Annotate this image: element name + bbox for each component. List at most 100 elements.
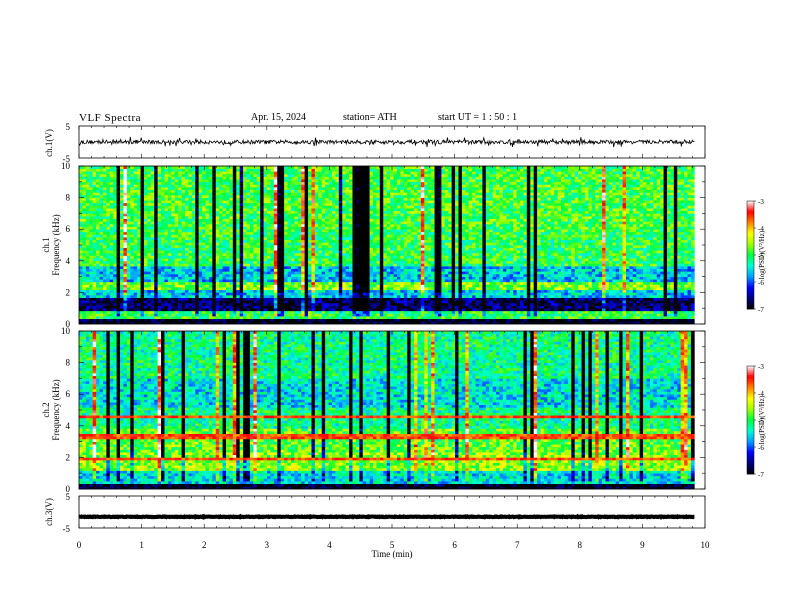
spectrogram-cell [557,263,562,267]
spectrogram-cell [564,302,569,306]
spectrogram-cell [547,258,552,262]
spectrogram-cell [602,287,606,291]
spectrogram-cell [256,266,261,269]
spectrogram-cell [499,260,504,264]
spectrogram-cell [338,300,343,304]
spectrogram-cell [116,260,121,264]
spectrogram-cell [690,289,695,293]
spectrogram-cell [509,276,514,280]
spectrogram-cell [557,313,562,317]
spectrogram-cell [267,318,271,322]
spectrogram-cell [321,268,326,272]
spectrogram-cell [355,313,360,317]
spectrogram-cell [314,318,319,322]
spectrogram-cell [106,252,111,256]
spectrogram-cell [366,305,370,309]
spectrogram-cell [649,313,654,317]
spectrogram-cell [622,263,627,267]
spectrogram-cell [331,260,336,264]
spectrogram-cell [403,297,408,301]
spectrogram-cell [349,276,353,280]
spectrogram-cell [625,295,630,298]
spectrogram-cell [267,295,271,298]
spectrogram-cell [448,266,452,269]
spectrogram-cell [373,318,377,322]
spectrogram-cell [102,302,107,306]
spectrogram-cell [656,318,661,322]
spectrogram-cell [410,297,415,301]
spectrogram-cell [520,276,524,280]
spectrogram-cell [427,252,432,256]
spectrogram-cell [304,295,309,298]
spectrogram-cell [492,281,497,285]
spectrogram-cell [212,284,217,288]
spectrogram-cell [352,258,357,262]
spectrogram-cell [410,287,415,291]
spectrogram-cell [311,295,316,298]
spectrogram-cell [113,305,117,309]
spectrogram-cell [184,295,189,298]
spectrogram-cell [362,297,367,301]
spectrogram-cell [277,263,281,267]
spectrogram-cell [137,313,141,317]
spectrogram-cell [304,308,309,312]
spectrogram-cell [564,281,569,285]
spectrogram-cell [369,321,374,325]
spectrogram-cell [639,318,644,322]
spectrogram-cell [202,268,206,272]
spectrogram-cell [184,263,189,267]
spectrogram-cell [639,302,644,306]
spectrogram-cell [171,316,176,320]
spectrogram-cell [96,276,100,280]
spectrogram-cell [619,287,623,291]
spectrogram-cell [619,266,623,269]
spectrogram-cell [188,318,193,322]
spectrogram-cell [99,308,104,312]
spectrogram-cell [448,308,452,312]
spectrogram-cell [171,268,176,272]
spectrogram-cell [294,308,299,312]
spectrogram-cell [263,289,268,293]
spectrogram-cell [161,284,165,288]
spectrogram-cell [468,289,473,293]
spectrogram-cell [236,258,240,262]
spectrogram-cell [294,255,299,259]
spectrogram-cell [670,252,675,256]
spectrogram-cell [684,292,688,296]
spectrogram-cell [520,252,524,256]
spectrogram-cell [407,292,411,296]
spectrogram-cell [161,305,165,309]
spectrogram-cell [475,292,480,296]
spectrogram-cell [653,316,658,320]
spectrogram-cell [273,263,278,267]
spectrogram-cell [608,255,613,259]
spectrogram-cell [567,292,572,296]
spectrogram-cell [212,279,217,283]
spectrogram-cell [489,284,493,288]
spectrogram-cell [133,255,138,259]
spectrogram-cell [434,292,439,296]
spectrogram-cell [256,268,261,272]
spectrogram-cell [366,260,370,264]
spectrogram-cell [434,260,439,264]
spectrogram-cell [526,266,531,269]
spectrogram-cell [239,297,244,301]
spectrogram-cell [451,300,456,304]
spectrogram-cell [215,289,220,293]
spectrogram-cell [478,308,483,312]
spectrogram-cell [584,252,589,256]
spectrogram-cell [622,268,627,272]
spectrogram-cell [147,321,152,325]
spectrogram-cell [431,279,435,283]
spectrogram-cell [338,295,343,298]
spectrogram-cell [687,258,692,262]
spectrogram-cell [325,268,329,272]
spectrogram-cell [123,316,128,320]
spectrogram-cell [359,287,364,291]
spectrogram-cell [232,313,237,317]
spectrogram-cell [321,276,326,280]
spectrogram-cell [588,266,593,269]
spectrogram-cell [137,271,141,275]
spectrogram-cell [509,279,514,283]
spectrogram-cell [485,284,490,288]
